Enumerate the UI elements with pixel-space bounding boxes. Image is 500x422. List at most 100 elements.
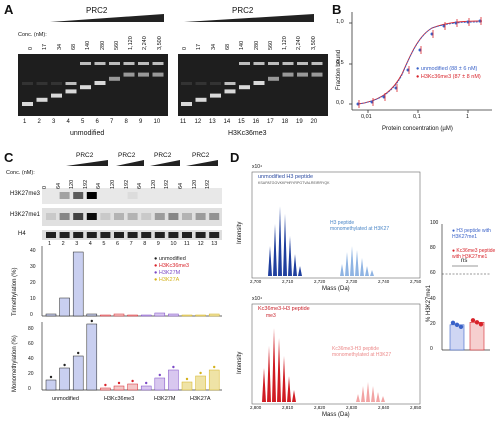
gel-a-svg xyxy=(18,14,328,116)
c-group-3: H3K27A xyxy=(190,396,211,402)
c-prc2-3: PRC2 xyxy=(192,152,210,159)
lane-right-3: 14 xyxy=(223,119,231,125)
lane-right-4: 15 xyxy=(238,119,245,125)
ms-bot-mono-4 xyxy=(376,392,380,402)
ms-top-mono-6 xyxy=(370,270,374,276)
gel-left-band-1 xyxy=(36,97,48,102)
c-bar-bot-4 xyxy=(100,387,111,391)
blot-me1-band-12 xyxy=(209,213,220,220)
c-bar-top-12 xyxy=(208,313,220,317)
d-ns-label: ns xyxy=(461,258,468,264)
c-lane-4: 5 xyxy=(102,241,106,247)
blot-h4-band-3 xyxy=(86,232,97,238)
c-conc-11: 120 xyxy=(191,179,198,189)
prc2-label-right: PRC2 xyxy=(232,6,254,15)
gel-left-shift-0 xyxy=(22,82,33,85)
lane-left-9: 10 xyxy=(153,119,161,125)
ms-top-mono-4 xyxy=(360,258,364,276)
gel-left-band-6 xyxy=(109,76,120,81)
lane-right-5: 16 xyxy=(252,119,260,125)
lane-left-3: 4 xyxy=(66,119,70,125)
conc-left-9: 3,500 xyxy=(156,36,163,50)
gel-left-band-4 xyxy=(80,85,91,90)
c-bar-top-3 xyxy=(86,313,98,317)
c-conc-8: 120 xyxy=(150,179,157,189)
lane-right-7: 18 xyxy=(281,119,289,125)
conc-right-3: 68 xyxy=(224,43,231,50)
gel-left-shift-7 xyxy=(123,62,135,65)
d-bar-dot-1-2 xyxy=(478,322,484,327)
gel-left-band-3 xyxy=(65,89,77,94)
d-bar-dot-1-0 xyxy=(470,318,476,323)
c-tick-bot-2: 40 xyxy=(28,356,34,362)
c-tick-bot-0: 0 xyxy=(28,386,31,392)
c-bar-bot-2 xyxy=(72,355,84,391)
d-bar-tick-4: 80 xyxy=(430,245,436,252)
gel-caption-right: H3Kc36me3 xyxy=(228,130,267,137)
c-band-label-2: H4 xyxy=(18,231,26,237)
gel-left-band-8 xyxy=(138,72,149,77)
gel-left-shift-3 xyxy=(65,82,77,85)
c-bar-bot-8 xyxy=(154,377,166,391)
ms-me3-label: me3 xyxy=(266,313,276,319)
c-prc2-1: PRC2 xyxy=(118,152,136,159)
conc-left-2: 34 xyxy=(56,43,63,50)
gel-right-band-4 xyxy=(239,85,250,90)
conc-right-5: 280 xyxy=(253,40,260,50)
c-bar-bot-12 xyxy=(208,369,220,391)
ms-seq-top: KSAPATGGVKKPHRYRPGTVALREIRRYQK xyxy=(258,181,330,185)
c-bar-bot-6 xyxy=(127,383,138,391)
c-prc2-0: PRC2 xyxy=(76,152,94,159)
ms-top-peak-1 xyxy=(273,224,277,276)
c-conc-4: 64 xyxy=(96,182,103,189)
ms-bot-mono-3 xyxy=(371,386,375,402)
conc-right-4: 140 xyxy=(239,40,246,50)
gel-left-band-2 xyxy=(51,93,62,98)
b-xlabel: Protein concentration (µM) xyxy=(382,126,453,132)
gel-left-band-9 xyxy=(152,72,164,77)
blot-h4-band-8 xyxy=(154,232,165,238)
gel-left-shift-2 xyxy=(51,82,62,85)
c-bar-top-6 xyxy=(127,314,138,317)
gel-right-band-1 xyxy=(195,97,207,102)
blot-me1-band-10 xyxy=(182,213,192,220)
gel-right-shift-4 xyxy=(239,62,250,65)
c-bar-top-7 xyxy=(140,314,152,317)
c-lane-0: 1 xyxy=(48,241,52,247)
c-lane-10: 11 xyxy=(184,241,190,247)
c-conc-10: 64 xyxy=(178,182,184,189)
ms-bot-peak-0 xyxy=(262,368,266,402)
d-bar-tick-1: 20 xyxy=(430,320,436,327)
lane-left-5: 6 xyxy=(95,119,99,125)
gel-left-band-7 xyxy=(123,72,135,77)
conc-left-8: 2,240 xyxy=(142,36,149,50)
ms-xtick-bot-1: 2,810 xyxy=(282,405,294,410)
ms-xtick-bot-2: 2,820 xyxy=(314,405,326,410)
c-legend-3: ● H3K27A xyxy=(154,277,180,283)
gel-caption-left: unmodified xyxy=(70,130,105,137)
lane-right-1: 12 xyxy=(194,119,202,125)
ms-xlabel-bot: Mass (Da) xyxy=(322,412,350,418)
conc-right-0: 0 xyxy=(182,46,188,50)
gel-right-shift-9 xyxy=(311,62,323,65)
c-lane-3: 4 xyxy=(88,241,92,247)
c-dot-bot-9 xyxy=(172,365,175,369)
c-lane-1: 2 xyxy=(61,241,65,247)
lane-left-4: 5 xyxy=(81,119,85,125)
c-conc-6: 192 xyxy=(123,179,130,189)
b-ytick-2: 1,0 xyxy=(336,19,344,25)
blot-h4-band-2 xyxy=(73,232,84,238)
c-dot-bot-6 xyxy=(131,379,134,383)
ms-mono-top-1: H3 peptide xyxy=(330,220,355,226)
prc2-label-left: PRC2 xyxy=(86,6,108,15)
c-conc-9: 192 xyxy=(164,179,171,189)
blot-h4-band-5 xyxy=(114,232,124,238)
blot-me1-band-8 xyxy=(154,213,165,220)
blot-me3-band-3 xyxy=(86,192,97,199)
gel-right-band-6 xyxy=(268,76,279,81)
c-legend-1: ● H3Kc36me3 xyxy=(154,263,190,269)
c-ylabel-top: Trimethylation (%) xyxy=(12,267,18,316)
d-legend-h3: ● H3 peptide with H3K27me1 xyxy=(452,228,491,240)
gel-left-shift-8 xyxy=(138,62,149,65)
panel-c-svg xyxy=(41,160,222,391)
